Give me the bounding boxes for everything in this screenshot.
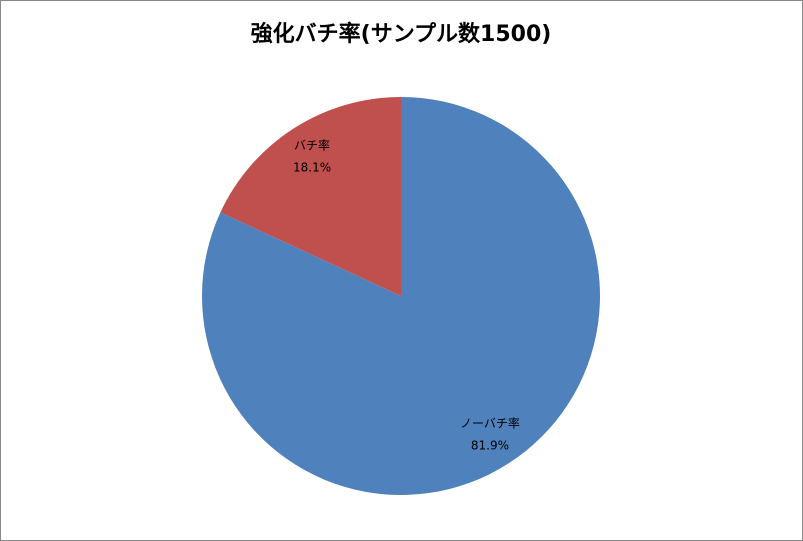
category-label: ノーバチ率 <box>460 416 520 431</box>
category-label: バチ率 <box>294 137 330 152</box>
value-label: 81.9% <box>471 439 509 453</box>
chart-title: 強化バチ率(サンプル数1500) <box>251 21 552 47</box>
pie-slice <box>220 97 401 296</box>
value-label: 18.1% <box>293 160 331 174</box>
